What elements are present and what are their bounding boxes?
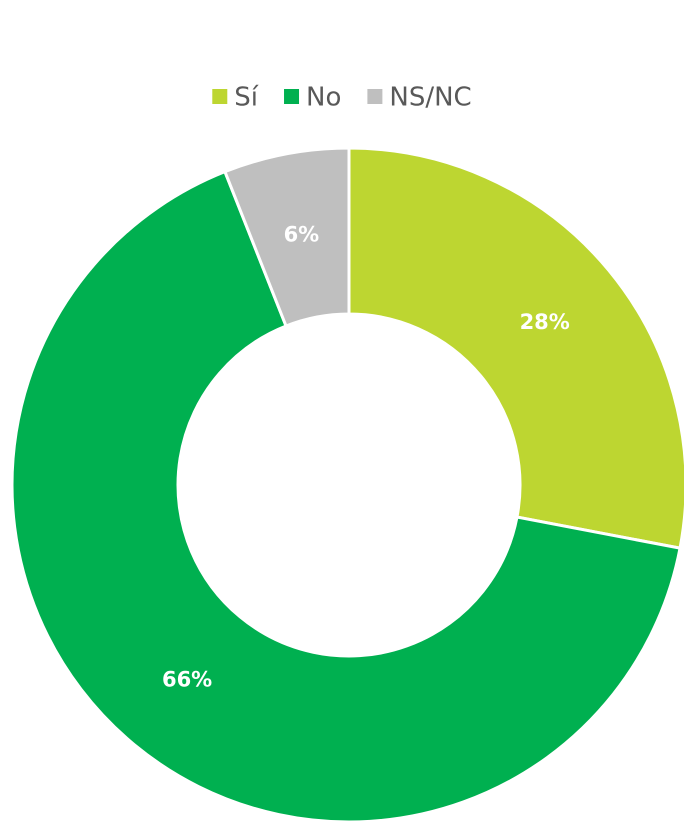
slice-label: 66%: [162, 668, 212, 692]
legend-text: Sí: [234, 83, 259, 113]
legend-swatch: [212, 89, 228, 104]
legend-text: No: [306, 83, 341, 113]
legend-text: NS/NC: [389, 83, 471, 113]
legend-swatch: [284, 89, 300, 104]
legend: Sí No NS/NC: [212, 83, 472, 113]
legend-swatch: [367, 89, 383, 104]
slice-label: 28%: [520, 310, 570, 334]
donut-slice: [347, 146, 684, 550]
slice-label: 6%: [284, 222, 320, 246]
donut-slice: [10, 169, 682, 822]
donut-slice: [222, 146, 351, 328]
